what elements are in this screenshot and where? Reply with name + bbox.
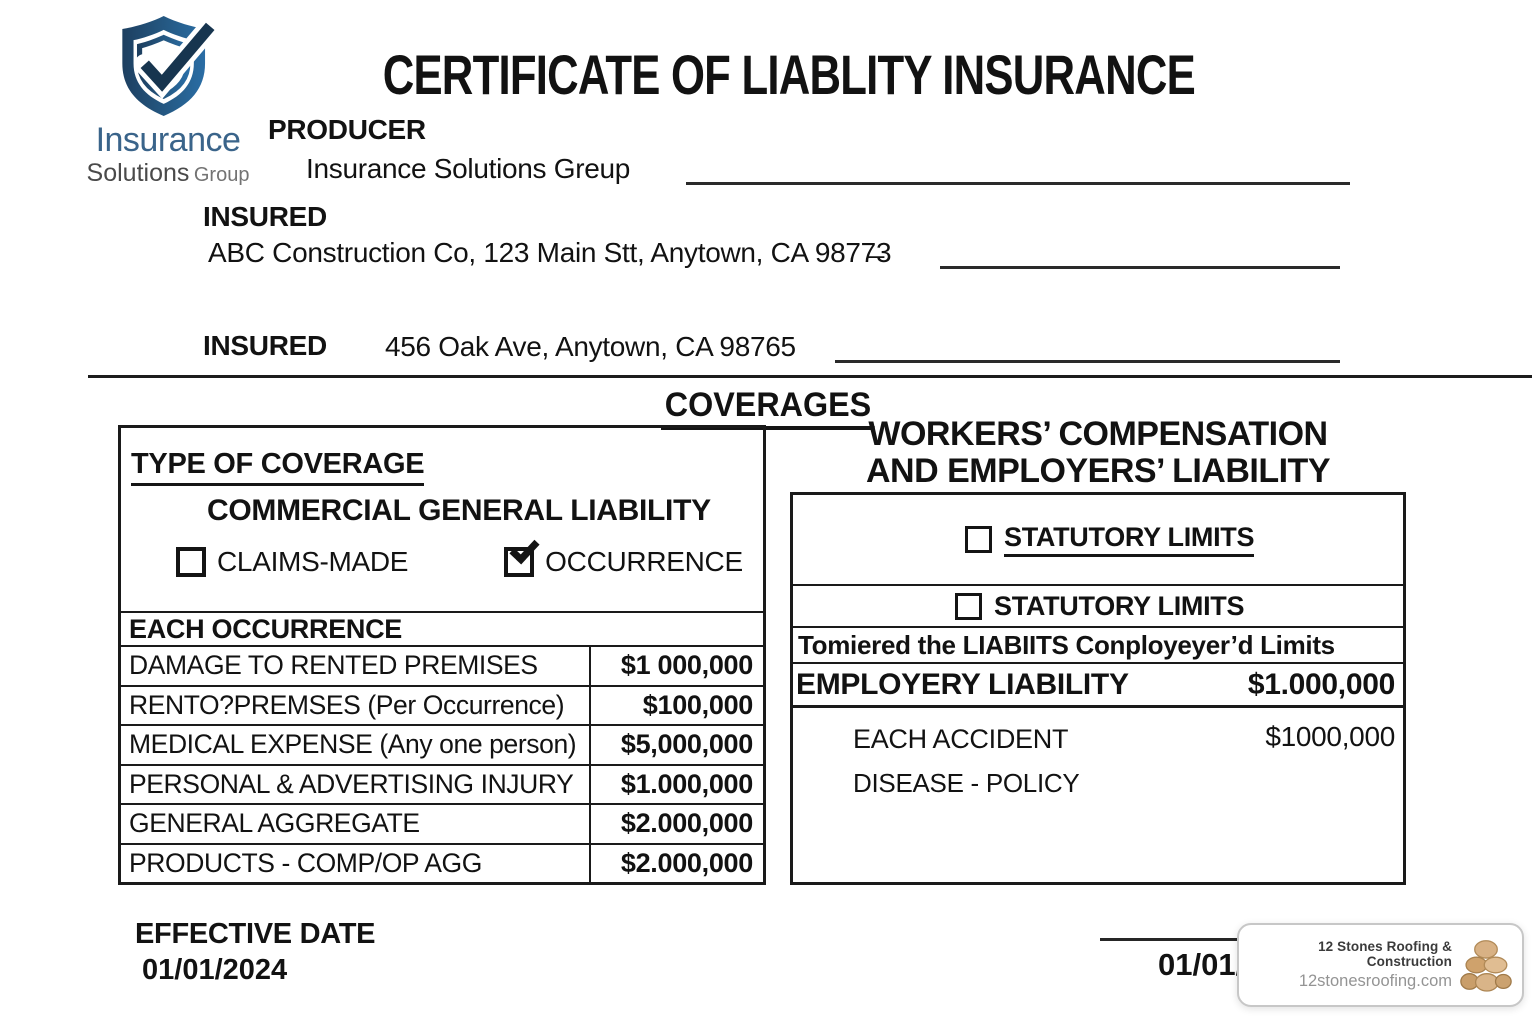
row-value: $2.000,000 (589, 844, 763, 882)
coverage-type-section: TYPE OF COVERAGE COMMERCIAL GENERAL LIAB… (121, 428, 763, 613)
table-row: PERSONAL & ADVERTISING INJURY $1.000,000 (121, 765, 763, 805)
row-value: $1 000,000 (589, 647, 763, 685)
row-label: GENERAL AGGREGATE (129, 808, 420, 839)
producer-label: PRODUCER (268, 114, 426, 145)
insured1-blank-line[interactable] (940, 266, 1340, 269)
accident-disease-section: EACH ACCIDENT $1000,000 DISEASE - POLICY (793, 708, 1403, 882)
table-row: DAMAGE TO RENTED PREMISES $1 000,000 (121, 647, 763, 687)
each-accident-value: $1000,000 (1265, 721, 1395, 752)
row-value: $2.000,000 (589, 805, 763, 843)
claims-made-label: CLAIMS-MADE (217, 546, 409, 577)
stones-icon (1460, 940, 1512, 992)
disease-policy-label: DISEASE - POLICY (853, 768, 1080, 798)
producer-value: Insurance Solutions Greup (306, 153, 631, 184)
statutory-limits-row-1: STATUTORY LIMITS (793, 495, 1403, 586)
workers-comp-panel: STATUTORY LIMITS STATUTORY LIMITS Tomier… (790, 492, 1406, 885)
row-label: PRODUCTS - COMP/OP AGG (129, 847, 482, 878)
row-label: RENTO?PREMSES (Per Occurrence) (129, 689, 565, 720)
insured1-label: INSURED (203, 201, 327, 232)
table-row: RENTO?PREMSES (Per Occurrence) $100,000 (121, 686, 763, 726)
watermark-card: 12 Stones Roofing & Construction 12stone… (1237, 923, 1524, 1007)
coverages-heading: COVERAGES (660, 386, 876, 430)
row-value: $100,000 (589, 686, 763, 724)
table-row: MEDICAL EXPENSE (Any one person) $5,000,… (121, 726, 763, 766)
insured2-blank-line[interactable] (835, 360, 1340, 363)
check-icon (509, 533, 540, 565)
shield-check-icon (122, 16, 221, 116)
row-label: PERSONAL & ADVERTISING INJURY (129, 768, 574, 799)
logo-text-solutions: Solutions (86, 158, 190, 187)
statutory-limits-checkbox-2[interactable] (955, 592, 982, 620)
statutory-limits-label-1: STATUTORY LIMITS (1004, 522, 1255, 557)
employer-liability-row: EMPLOYERY LIABILITY $1.000,000 (793, 664, 1403, 708)
effective-date-label: EFFECTIVE DATE (135, 918, 376, 950)
statutory-limits-label-2: STATUTORY LIMITS (994, 590, 1245, 621)
coverage-checkbox-row: CLAIMS-MADE OCCURRENCE (121, 533, 763, 578)
occurrence-label: OCCURRENCE (545, 546, 743, 577)
watermark-url-link[interactable]: 12stonesroofing.com (1298, 972, 1452, 990)
workers-comp-heading: WORKERS’ COMPENSATION AND EMPLOYERS’ LIA… (790, 415, 1406, 491)
logo-text-group: Group (193, 163, 250, 186)
logo-text-insurance: Insurance (95, 121, 241, 159)
coverage-name: COMMERCIAL GENERAL LIABILITY (207, 494, 711, 527)
statutory-limits-checkbox-1[interactable] (965, 526, 992, 553)
each-occurrence-header: EACH OCCURRENCE (121, 613, 763, 647)
insured2-label: INSURED (203, 330, 327, 361)
each-accident-label: EACH ACCIDENT (853, 724, 1069, 754)
limits-note-row: Tomiered the LIABIITS Conployeyer’d Limi… (793, 628, 1403, 664)
section-divider (88, 375, 1532, 378)
row-value: $5,000,000 (589, 726, 763, 764)
producer-blank-line[interactable] (686, 182, 1350, 185)
page-title: CERTIFICATE OF LIABLITY INSURANCE (382, 43, 1196, 106)
statutory-limits-row-2: STATUTORY LIMITS (793, 586, 1403, 628)
workers-comp-heading-line1: WORKERS’ COMPENSATION (868, 415, 1328, 453)
footer-date-blank-line[interactable] (1100, 938, 1312, 941)
general-liability-panel: TYPE OF COVERAGE COMMERCIAL GENERAL LIAB… (118, 425, 766, 885)
table-row: PRODUCTS - COMP/OP AGG $2.000,000 (121, 844, 763, 882)
insured2-value: 456 Oak Ave, Anytown, CA 98765 (385, 331, 796, 362)
insured1-value: ABC Construction Co, 123 Main Stt, Anyto… (208, 237, 892, 268)
insurance-solutions-logo: Insurance Solutions Group (80, 14, 256, 188)
claims-made-checkbox[interactable] (176, 547, 206, 577)
employer-liability-label: EMPLOYERY LIABILITY (796, 667, 1129, 701)
employer-liability-value: $1.000,000 (1247, 667, 1395, 701)
table-row: GENERAL AGGREGATE $2.000,000 (121, 805, 763, 845)
workers-comp-heading-line2: AND EMPLOYERS’ LIABILITY (865, 452, 1331, 491)
row-label: DAMAGE TO RENTED PREMISES (129, 650, 538, 681)
watermark-company-name: 12 Stones Roofing & Construction (1318, 939, 1452, 969)
watermark-text: 12 Stones Roofing & Construction 12stone… (1251, 939, 1460, 991)
occurrence-checkbox[interactable] (504, 533, 540, 577)
footer-date-value: 01/01/ (1158, 947, 1245, 982)
effective-date-value: 01/01/2024 (142, 954, 288, 986)
type-of-coverage-label: TYPE OF COVERAGE (131, 448, 425, 486)
row-value: $1.000,000 (589, 765, 763, 803)
row-label: MEDICAL EXPENSE (Any one person) (129, 729, 577, 760)
